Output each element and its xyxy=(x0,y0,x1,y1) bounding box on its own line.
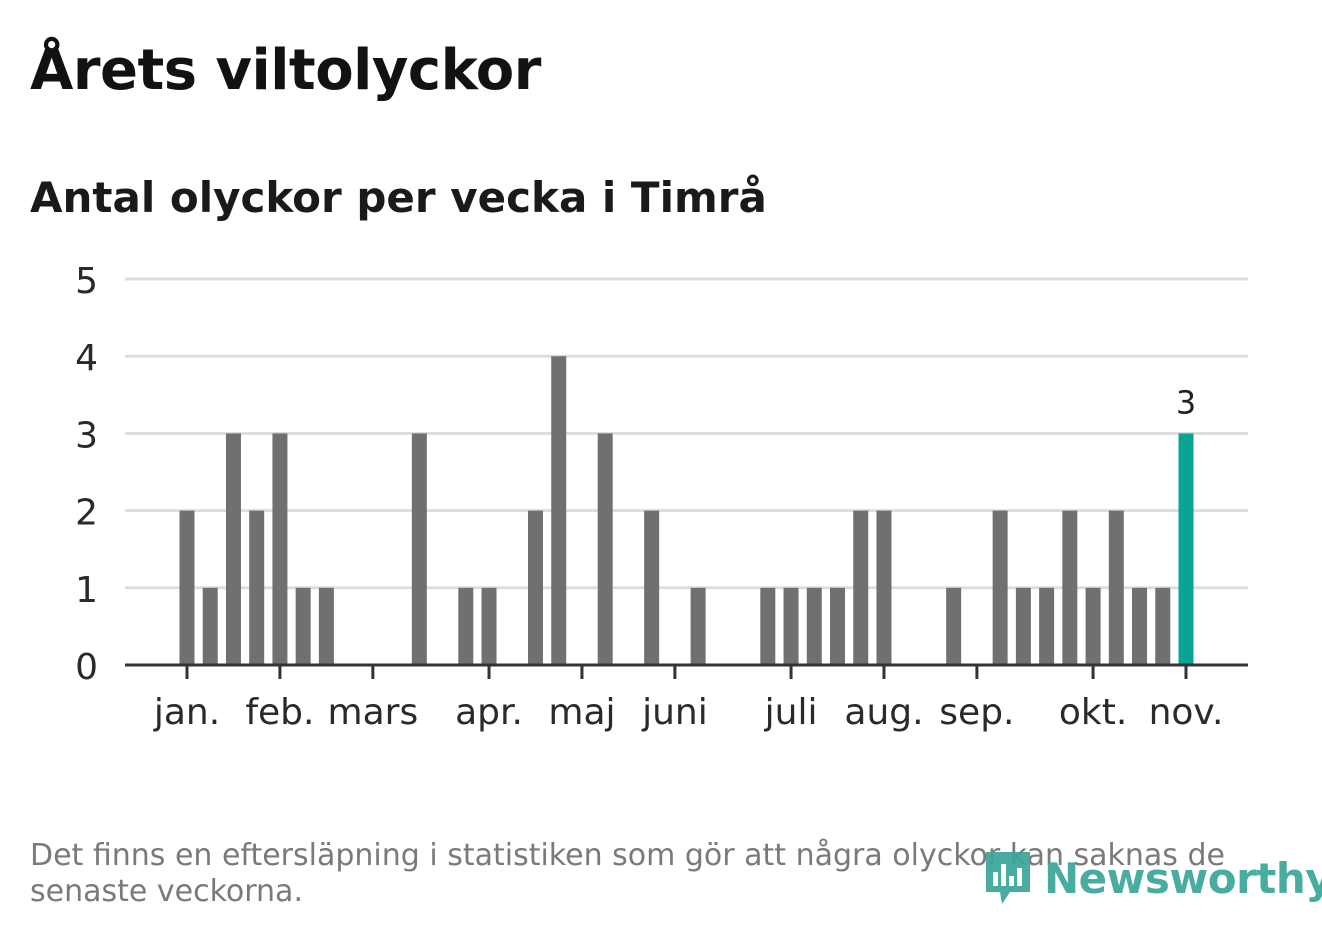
y-tick-label: 3 xyxy=(75,415,98,456)
bar xyxy=(225,433,241,665)
bar xyxy=(1155,587,1171,665)
axis-layer: 0 1 2 3 4 5 3 jan. feb. mars apr. maj juni juli aug. se… xyxy=(75,261,1248,733)
bar xyxy=(597,433,613,665)
bar-layer xyxy=(179,356,1194,665)
bar xyxy=(946,587,962,665)
bar xyxy=(295,587,311,665)
y-tick-label: 4 xyxy=(75,338,98,379)
y-tick-label: 5 xyxy=(75,261,98,302)
bar xyxy=(527,510,543,665)
x-tick-label: okt. xyxy=(1059,692,1127,733)
bar xyxy=(272,433,288,665)
highlight-data-label: 3 xyxy=(1176,383,1196,421)
bar xyxy=(202,587,218,665)
x-tick-label: juni xyxy=(641,692,708,733)
bar xyxy=(783,587,799,665)
x-tick-label: maj xyxy=(548,692,615,733)
bar xyxy=(318,587,334,665)
x-tick-label: mars xyxy=(328,692,419,733)
x-tick-label: jan. xyxy=(153,692,220,733)
y-tick-label: 2 xyxy=(75,493,98,534)
bar xyxy=(1015,587,1031,665)
bar xyxy=(481,587,497,665)
bar xyxy=(644,510,660,665)
chart-title: Årets viltolyckor xyxy=(30,38,541,103)
bar xyxy=(992,510,1008,665)
bar xyxy=(179,510,195,665)
logo-text: Newsworthy xyxy=(1044,853,1322,903)
x-tick-label: juli xyxy=(764,692,818,733)
x-tick-label: sep. xyxy=(939,692,1014,733)
bar xyxy=(249,510,265,665)
bar xyxy=(806,587,822,665)
bar xyxy=(1132,587,1148,665)
x-tick-label: nov. xyxy=(1149,692,1224,733)
bar xyxy=(458,587,474,665)
bar-chart-speech-bubble-icon xyxy=(986,852,1030,904)
bar xyxy=(1085,587,1101,665)
y-tick-label: 1 xyxy=(75,570,98,611)
bar xyxy=(830,587,846,665)
bar xyxy=(690,587,706,665)
bar xyxy=(876,510,892,665)
bar xyxy=(1039,587,1055,665)
x-tick-label: feb. xyxy=(245,692,314,733)
newsworthy-logo: Newsworthy xyxy=(982,848,1322,908)
highlight-bar xyxy=(1178,433,1194,665)
x-tick-label: aug. xyxy=(844,692,923,733)
bar xyxy=(1108,510,1124,665)
bar xyxy=(551,356,567,665)
x-tick-label: apr. xyxy=(455,692,523,733)
bar xyxy=(1062,510,1078,665)
bar xyxy=(411,433,427,665)
bar xyxy=(853,510,869,665)
bar-chart: 0 1 2 3 4 5 3 jan. feb. mars apr. maj juni juli aug. se… xyxy=(75,261,1248,733)
chart-subtitle: Antal olyckor per vecka i Timrå xyxy=(30,173,767,222)
y-tick-label: 0 xyxy=(75,647,98,688)
bar xyxy=(760,587,776,665)
grid-layer xyxy=(125,277,1248,590)
